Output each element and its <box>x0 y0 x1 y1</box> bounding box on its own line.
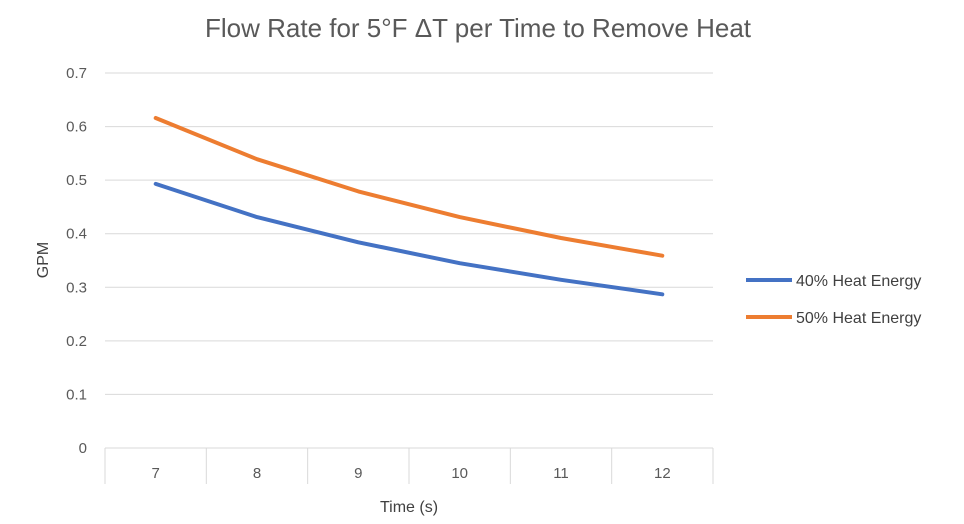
gridlines <box>105 72 713 449</box>
x-tick-label: 10 <box>451 465 468 482</box>
series-line-1 <box>153 181 665 297</box>
y-tick-label: 0.1 <box>66 386 87 403</box>
y-tick-label: 0.6 <box>66 119 87 136</box>
y-tick-label: 0.7 <box>66 65 87 82</box>
x-tick-label: 7 <box>151 465 159 482</box>
legend: 40% Heat Energy 50% Heat Energy <box>746 273 921 327</box>
legend-label-2: 50% Heat Energy <box>796 310 921 327</box>
y-tick-label: 0.3 <box>66 279 87 296</box>
x-axis-label: Time (s) <box>380 499 438 516</box>
y-tick-label: 0 <box>79 440 87 457</box>
series-lines <box>153 116 665 297</box>
x-tick-label: 12 <box>654 465 671 482</box>
x-tick-label: 9 <box>354 465 362 482</box>
x-tick-label: 11 <box>553 465 569 482</box>
y-tick-label: 0.2 <box>66 333 87 350</box>
y-axis-label: GPM <box>35 242 52 278</box>
y-tick-label: 0.5 <box>66 172 87 189</box>
y-tick-label: 0.4 <box>66 226 87 243</box>
x-tick-label: 8 <box>253 465 261 482</box>
legend-label-1: 40% Heat Energy <box>796 273 921 290</box>
chart-title: Flow Rate for 5°F ΔT per Time to Remove … <box>205 13 752 43</box>
x-axis-ticks: 7 8 9 10 11 12 <box>104 448 714 484</box>
y-axis-ticks: 0 0.1 0.2 0.3 0.4 0.5 0.6 0.7 <box>66 65 87 457</box>
series-line-2 <box>153 116 665 258</box>
